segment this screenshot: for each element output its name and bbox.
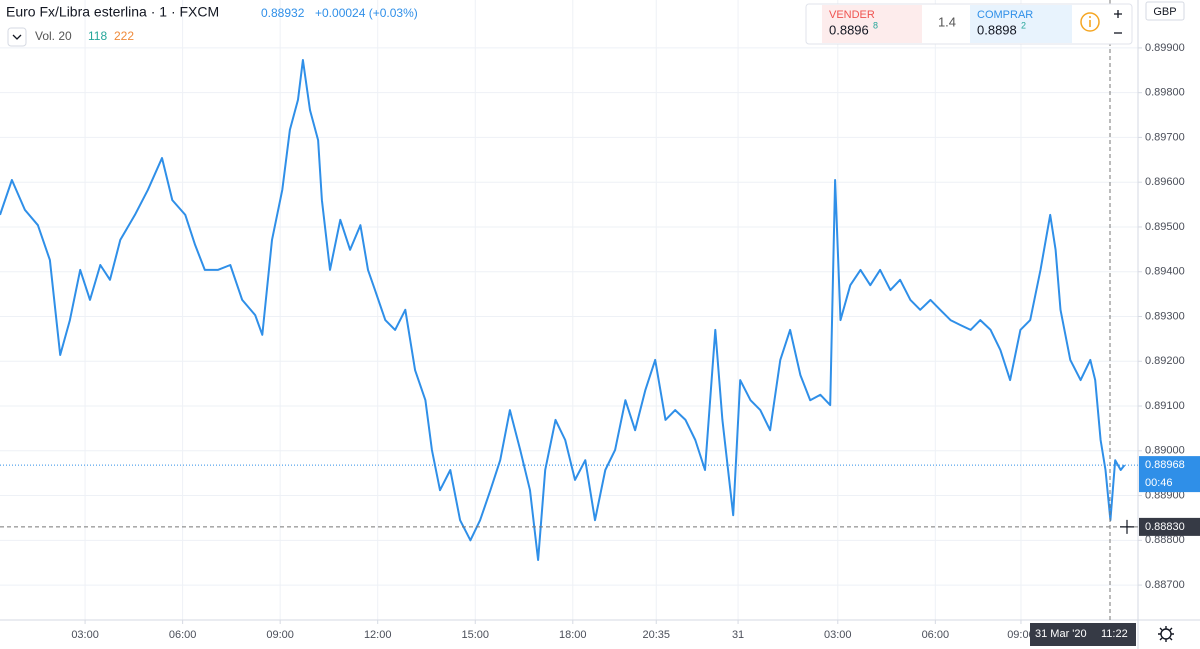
x-tick-label: 31 xyxy=(732,629,744,641)
price-line xyxy=(0,59,1126,561)
y-tick-label: 0.89000 xyxy=(1145,445,1185,457)
y-tick-label: 0.89100 xyxy=(1145,400,1185,412)
last-price-label: 0.88968 xyxy=(1145,459,1185,471)
gear-icon xyxy=(1160,628,1172,640)
grid xyxy=(0,0,1138,620)
y-tick-label: 0.89900 xyxy=(1145,42,1185,54)
volume-up: 118 xyxy=(88,29,107,43)
y-tick-label: 0.89500 xyxy=(1145,221,1185,233)
sell-price: 0.8896 xyxy=(829,22,869,37)
zoom-in-button[interactable] xyxy=(1114,10,1122,18)
crosshair-date-box xyxy=(1030,623,1136,646)
y-tick-label: 0.89600 xyxy=(1145,176,1185,188)
y-tick-label: 0.89700 xyxy=(1145,131,1185,143)
last-price-box xyxy=(1139,456,1200,493)
trade-panel: VENDER 0.8896 8 1.4 COMPRAR 0.8898 2 xyxy=(805,3,1133,45)
x-tick-label: 03:00 xyxy=(824,629,852,641)
symbol-title: Euro Fx/Libra esterlina · 1 · FXCM xyxy=(6,4,219,20)
x-tick-label: 15:00 xyxy=(461,629,489,641)
sell-pip: 8 xyxy=(873,20,878,30)
info-icon-dot xyxy=(1089,16,1091,18)
crosshair-cursor xyxy=(1120,519,1134,534)
spread: 1.4 xyxy=(938,14,956,29)
currency: GBP xyxy=(1153,6,1176,18)
y-tick-label: 0.88900 xyxy=(1145,489,1185,501)
overlay: 0.88968 00:46 0.88830 31 Mar '20 11:22 xyxy=(0,456,1200,646)
change-header: +0.00024 (+0.03%) xyxy=(315,6,418,20)
sell-button[interactable] xyxy=(822,5,922,43)
buy-pip: 2 xyxy=(1021,20,1026,30)
x-tick-label: 18:00 xyxy=(559,629,587,641)
x-tick-label: 06:00 xyxy=(922,629,950,641)
sell-label: VENDER xyxy=(829,9,875,21)
y-tick-label: 0.89200 xyxy=(1145,355,1185,367)
currency-badge[interactable] xyxy=(1145,1,1185,21)
y-tick-label: 0.89300 xyxy=(1145,310,1185,322)
x-tick-label: 09:00 xyxy=(1007,629,1035,641)
y-tick-label: 0.89400 xyxy=(1145,266,1185,278)
x-tick-label: 03:00 xyxy=(71,629,99,641)
gear-teeth xyxy=(1158,626,1174,642)
last-price-header: 0.88932 xyxy=(261,6,305,20)
y-tick-label: 0.88700 xyxy=(1145,579,1185,591)
crosshair-date: 31 Mar '20 xyxy=(1035,628,1087,640)
crosshair-time: 11:22 xyxy=(1101,628,1128,640)
chevron-icon xyxy=(12,34,22,40)
x-tick-label: 12:00 xyxy=(364,629,392,641)
volume-down: 222 xyxy=(114,29,134,43)
buy-price: 0.8898 xyxy=(977,22,1017,37)
crosshair-price-label: 0.88830 xyxy=(1145,521,1185,533)
collapse-button[interactable] xyxy=(7,27,27,47)
volume-label: Vol. 20 xyxy=(35,29,72,43)
x-tick-label: 20:35 xyxy=(642,629,670,641)
settings-button[interactable] xyxy=(1158,626,1174,642)
y-tick-label: 0.89800 xyxy=(1145,87,1185,99)
x-tick-label: 06:00 xyxy=(169,629,197,641)
info-button[interactable] xyxy=(1080,12,1100,32)
axes: 0.88700 0.88800 0.88900 0.89000 0.89100 0.892… xyxy=(71,42,1184,641)
y-tick-label: 0.88800 xyxy=(1145,534,1185,546)
buy-button[interactable] xyxy=(970,5,1072,43)
x-tick-label: 09:00 xyxy=(266,629,294,641)
countdown: 00:46 xyxy=(1145,477,1173,489)
buy-label: COMPRAR xyxy=(977,9,1033,21)
crosshair-price-box xyxy=(1139,517,1200,536)
plot xyxy=(0,59,1126,561)
